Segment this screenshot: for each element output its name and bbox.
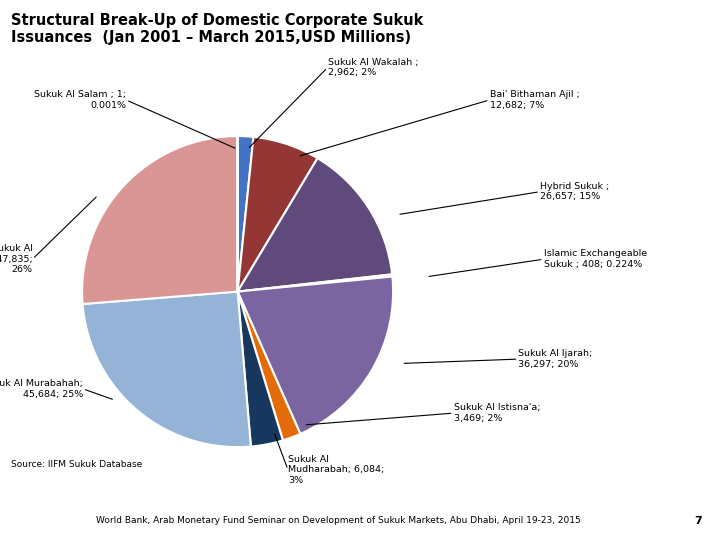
Wedge shape [238,292,300,441]
Wedge shape [238,292,283,447]
Wedge shape [238,274,392,292]
Text: Sukuk Al
Musharakah; 47,835;
26%: Sukuk Al Musharakah; 47,835; 26% [0,244,32,274]
Text: Islamic Exchangeable
Sukuk ; 408; 0.224%: Islamic Exchangeable Sukuk ; 408; 0.224% [544,249,647,269]
Text: Sukuk Al Salam ; 1;
0.001%: Sukuk Al Salam ; 1; 0.001% [34,90,126,110]
Text: Source: IIFM Sukuk Database: Source: IIFM Sukuk Database [11,460,142,469]
Wedge shape [238,137,318,292]
Text: Hybrid Sukuk ;
26,657; 15%: Hybrid Sukuk ; 26,657; 15% [540,182,609,201]
Text: Bai' Bithaman Ajil ;
12,682; 7%: Bai' Bithaman Ajil ; 12,682; 7% [490,90,580,110]
Text: World Bank, Arab Monetary Fund Seminar on Development of Sukuk Markets, Abu Dhab: World Bank, Arab Monetary Fund Seminar o… [96,516,581,525]
Wedge shape [238,158,392,292]
Text: 7: 7 [694,516,702,525]
Text: Structural Break-Up of Domestic Corporate Sukuk
Issuances  (Jan 2001 – March 201: Structural Break-Up of Domestic Corporat… [11,12,423,45]
Text: Sukuk Al Wakalah ;
2,962; 2%: Sukuk Al Wakalah ; 2,962; 2% [328,58,418,77]
Wedge shape [82,136,238,304]
Wedge shape [238,136,253,292]
Text: Sukuk Al Ijarah;
36,297; 20%: Sukuk Al Ijarah; 36,297; 20% [518,349,593,369]
Wedge shape [83,292,251,447]
Text: Sukuk Al Murabahah;
45,684; 25%: Sukuk Al Murabahah; 45,684; 25% [0,379,83,399]
Text: Sukuk Al Istisna'a;
3,469; 2%: Sukuk Al Istisna'a; 3,469; 2% [454,403,540,423]
Wedge shape [238,276,393,434]
Text: Sukuk Al
Mudharabah; 6,084;
3%: Sukuk Al Mudharabah; 6,084; 3% [288,455,384,485]
